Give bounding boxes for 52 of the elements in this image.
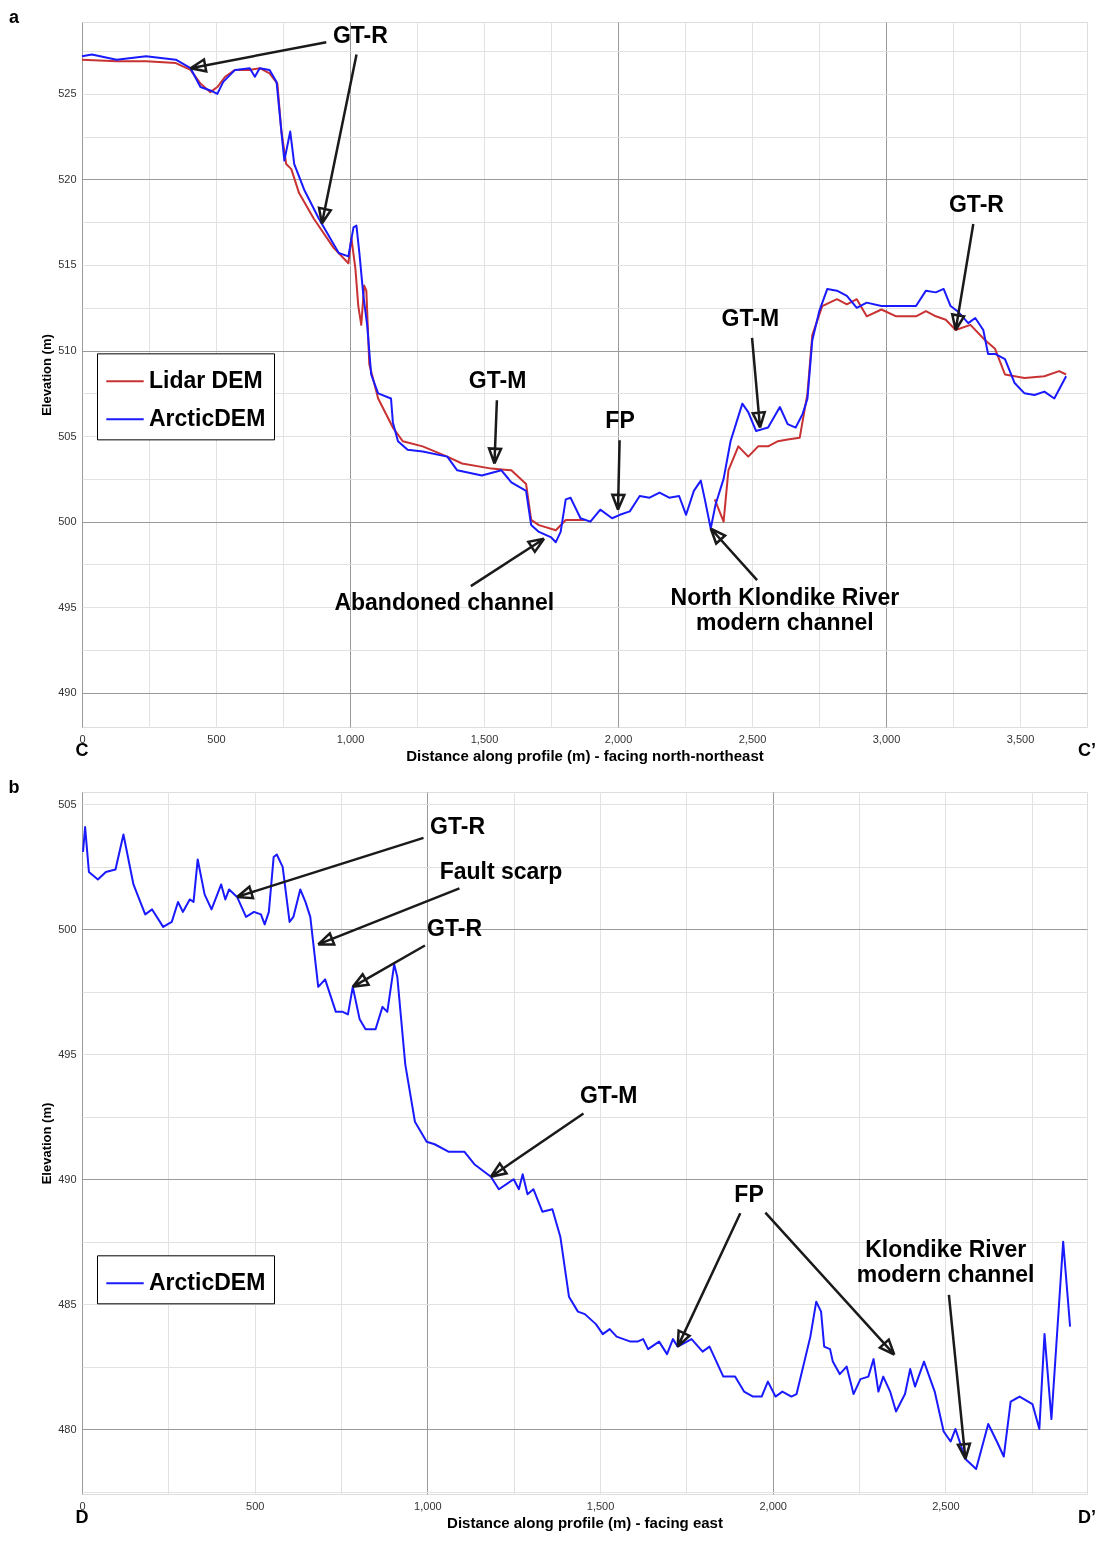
y-tick-label: 490: [58, 1172, 77, 1185]
y-axis-title: Elevation (m): [39, 334, 55, 416]
annotation: GT-R: [332, 21, 389, 48]
x-tick-label: 500: [246, 1499, 265, 1512]
y-tick-label: 485: [58, 1297, 77, 1310]
annotation: GT-R: [430, 813, 486, 840]
annotation: FP: [605, 407, 635, 434]
annotation: FP: [734, 1180, 764, 1207]
y-tick-label: 510: [58, 344, 77, 357]
legend-label: Lidar DEM: [149, 367, 263, 394]
y-tick-label: 495: [58, 600, 77, 613]
x-tick-label: 3,000: [872, 732, 901, 745]
text: a: [8, 7, 20, 27]
annotation: GT-R: [948, 191, 1005, 218]
annotation: GT-R: [427, 914, 483, 941]
annotation: GT-M: [721, 305, 780, 331]
y-tick-label: 490: [58, 686, 77, 699]
y-axis-title: Elevation (m): [39, 1102, 55, 1185]
x-tick-label: 500: [207, 732, 226, 745]
x-tick-label: 1,000: [414, 1499, 442, 1512]
y-tick-label: 500: [58, 922, 77, 935]
x-tick-label: 3,500: [1006, 732, 1035, 745]
annotation: GT-M: [579, 1082, 638, 1109]
x-tick-label: 2,000: [604, 732, 633, 745]
y-tick-label: 520: [58, 172, 77, 185]
x-tick-label: 1,000: [336, 732, 365, 745]
y-tick-label: 480: [58, 1422, 77, 1435]
x-axis-title: Distance along profile (m) - facing east: [447, 1513, 723, 1531]
x-tick-label: 0: [79, 732, 86, 745]
x-tick-label: 2,500: [738, 732, 767, 745]
x-tick-label: 0: [79, 1499, 86, 1512]
y-tick-label: 505: [58, 429, 77, 442]
legend-label: ArcticDEM: [149, 1269, 266, 1296]
x-tick-label: 2,000: [759, 1499, 787, 1512]
x-tick-label: 1,500: [470, 732, 499, 745]
y-tick-label: 505: [58, 797, 77, 810]
text: D’: [1078, 1507, 1096, 1527]
annotation: Fault scarp: [439, 857, 563, 884]
annotation: North Klondike River modern channel: [670, 584, 900, 636]
y-tick-label: 525: [58, 87, 77, 100]
y-tick-label: 495: [58, 1047, 77, 1060]
legend-label: ArcticDEM: [149, 405, 266, 432]
x-axis-title: Distance along profile (m) - facing north-northeast: [406, 746, 764, 764]
text: C’: [1078, 740, 1096, 760]
annotation: Abandoned channel: [334, 589, 555, 616]
y-tick-label: 515: [58, 258, 77, 271]
annotation: Klondike River modern channel: [856, 1235, 1035, 1287]
x-tick-label: 1,500: [586, 1499, 615, 1512]
annotation: GT-M: [468, 367, 527, 394]
y-tick-label: 500: [58, 515, 77, 528]
x-tick-label: 2,500: [932, 1499, 960, 1512]
text: b: [8, 777, 20, 797]
